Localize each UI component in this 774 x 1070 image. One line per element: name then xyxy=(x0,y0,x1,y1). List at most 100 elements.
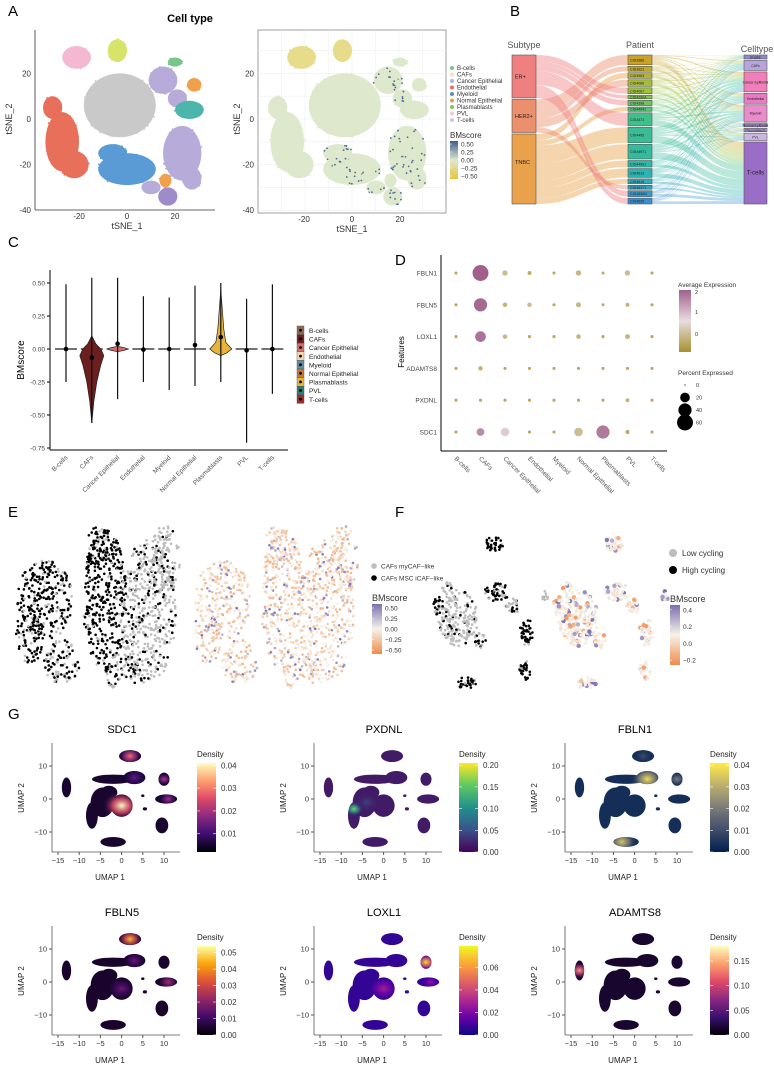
cell-point xyxy=(301,598,304,602)
sankey-link xyxy=(652,91,744,159)
cell-point xyxy=(117,591,120,595)
cell-point xyxy=(126,663,130,667)
cell-point xyxy=(122,156,124,158)
cell-point xyxy=(414,128,417,131)
cell-point xyxy=(83,585,87,589)
cell-point xyxy=(380,81,383,84)
cell-point xyxy=(75,669,79,672)
cell-point xyxy=(152,187,154,190)
cell-point xyxy=(344,656,347,659)
cell-point xyxy=(105,548,109,551)
cell-point xyxy=(365,109,368,111)
sankey-link xyxy=(652,59,744,129)
cell-point xyxy=(133,605,137,608)
cell-point xyxy=(332,590,335,594)
sankey-link xyxy=(652,77,744,97)
cell-point xyxy=(343,106,346,108)
cell-point xyxy=(129,162,131,165)
cell-point xyxy=(56,661,59,664)
cell-point xyxy=(363,99,366,102)
legend-entry: T-cells xyxy=(457,118,474,124)
cell-point xyxy=(288,618,291,621)
cell-point xyxy=(138,171,141,174)
cell-point xyxy=(282,642,285,646)
cell-point xyxy=(335,147,337,150)
cell-point xyxy=(289,555,293,559)
cell-point xyxy=(264,581,268,585)
x-tick-label: 20 xyxy=(396,215,405,224)
cell-point xyxy=(360,108,363,111)
cell-point xyxy=(398,62,401,65)
cell-point xyxy=(310,635,314,639)
sankey-link xyxy=(652,130,744,164)
cell-point xyxy=(289,112,292,115)
sankey-node-patient xyxy=(627,87,653,95)
cell-point xyxy=(272,125,275,128)
cell-point xyxy=(297,120,300,123)
cell-point xyxy=(65,116,68,119)
y-tick-label: -40 xyxy=(242,206,254,215)
cell-point xyxy=(200,633,204,637)
cell-point xyxy=(227,657,230,661)
cell-point xyxy=(395,193,398,196)
cell-point xyxy=(97,661,100,664)
cell-point xyxy=(124,79,127,82)
cell-point xyxy=(159,80,162,83)
cell-point xyxy=(329,109,332,112)
cell-point xyxy=(213,652,217,656)
expression-dot xyxy=(575,270,582,276)
cell-point xyxy=(124,582,128,585)
cell-point xyxy=(62,608,66,612)
cell-point xyxy=(134,166,137,169)
cell-point xyxy=(231,565,234,568)
cell-point xyxy=(327,670,331,673)
cell-point xyxy=(408,140,411,143)
cell-point xyxy=(222,666,225,669)
x-tick-label: B-cells xyxy=(453,455,472,474)
cell-point xyxy=(289,636,292,639)
cell-point xyxy=(448,619,452,622)
node-label: Endothelial xyxy=(747,97,764,101)
cell-point xyxy=(199,614,203,618)
cell-point xyxy=(21,574,25,577)
cell-point xyxy=(420,152,423,155)
cell-point xyxy=(451,629,454,632)
cell-point xyxy=(343,126,346,129)
colorbar-tick-label: 0.50 xyxy=(461,142,474,149)
cell-point xyxy=(268,101,271,104)
cell-point xyxy=(406,60,409,63)
cell-point xyxy=(55,601,59,604)
expression-dot xyxy=(476,428,485,436)
cell-point xyxy=(206,608,209,611)
cell-point xyxy=(104,551,107,554)
cell-point xyxy=(490,589,494,593)
cell-point xyxy=(308,677,311,680)
cell-point xyxy=(486,546,489,550)
cell-point xyxy=(292,682,295,686)
cell-point xyxy=(143,650,147,654)
cell-point xyxy=(138,651,142,654)
cell-point xyxy=(85,562,89,565)
cell-point xyxy=(377,73,380,76)
cell-point xyxy=(49,586,53,590)
cell-point xyxy=(277,117,280,119)
expression-dot xyxy=(650,430,654,434)
cell-point xyxy=(48,565,52,569)
cell-point xyxy=(234,661,237,664)
cell-point xyxy=(447,599,451,603)
cell-point xyxy=(109,101,112,104)
expression-dot xyxy=(527,430,532,434)
cell-point xyxy=(447,631,451,634)
cell-point xyxy=(444,633,447,636)
cell-point xyxy=(123,578,127,582)
cell-point xyxy=(118,642,121,646)
cell-point xyxy=(106,678,110,682)
cell-point xyxy=(411,159,414,162)
cell-point xyxy=(33,628,36,632)
cell-point xyxy=(54,570,58,574)
cell-point xyxy=(298,596,302,600)
cell-point xyxy=(143,552,146,556)
cell-point xyxy=(223,617,227,620)
cell-point xyxy=(50,604,54,607)
sankey-link xyxy=(652,131,744,188)
